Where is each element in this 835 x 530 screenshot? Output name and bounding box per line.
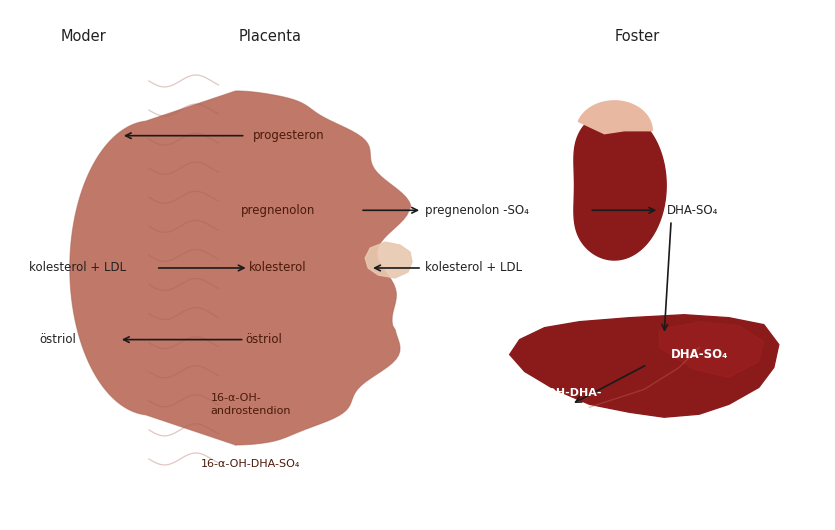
Polygon shape bbox=[509, 315, 779, 417]
Text: östriol: östriol bbox=[245, 333, 282, 346]
Text: DHA-SO₄: DHA-SO₄ bbox=[667, 204, 719, 217]
Text: DHA-SO₄: DHA-SO₄ bbox=[671, 348, 728, 361]
Text: Foster: Foster bbox=[615, 29, 660, 44]
Text: pregnenolon -SO₄: pregnenolon -SO₄ bbox=[425, 204, 529, 217]
Text: 16-α-OH-DHA-
SO₄: 16-α-OH-DHA- SO₄ bbox=[514, 387, 602, 411]
Text: 16-α-OH-DHA-SO₄: 16-α-OH-DHA-SO₄ bbox=[200, 459, 300, 469]
Polygon shape bbox=[659, 322, 764, 377]
Polygon shape bbox=[365, 242, 412, 278]
Text: progesteron: progesteron bbox=[252, 129, 324, 142]
Text: Placenta: Placenta bbox=[239, 29, 302, 44]
Polygon shape bbox=[70, 91, 411, 445]
Polygon shape bbox=[579, 101, 652, 134]
Text: Moder: Moder bbox=[60, 29, 106, 44]
Text: östriol: östriol bbox=[39, 333, 76, 346]
Text: kolesterol + LDL: kolesterol + LDL bbox=[29, 261, 126, 275]
Text: kolesterol: kolesterol bbox=[249, 261, 306, 275]
Text: 16-α-OH-
androstendion: 16-α-OH- androstendion bbox=[210, 393, 291, 416]
Polygon shape bbox=[574, 111, 666, 260]
Text: kolesterol + LDL: kolesterol + LDL bbox=[425, 261, 522, 275]
Text: pregnenolon: pregnenolon bbox=[240, 204, 315, 217]
